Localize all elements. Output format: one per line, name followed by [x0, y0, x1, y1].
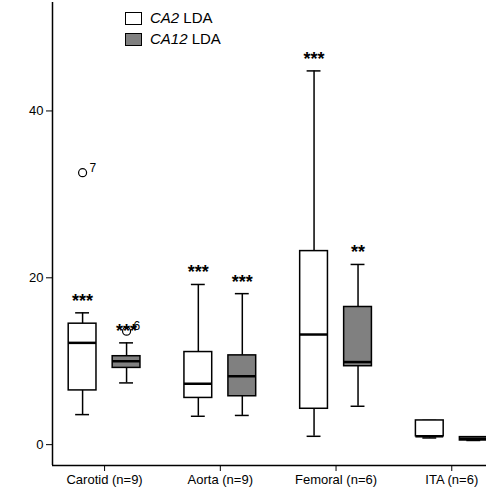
- svg-text:***: ***: [72, 291, 93, 311]
- html-text:CA12 LDA: CA12 LDA: [150, 30, 221, 47]
- svg-text:Aorta (n=9): Aorta (n=9): [188, 472, 253, 487]
- svg-text:20: 20: [29, 270, 43, 285]
- svg-text:ITA (n=6): ITA (n=6): [425, 472, 478, 487]
- svg-text:***: ***: [188, 262, 209, 282]
- svg-text:Femoral (n=6): Femoral (n=6): [295, 472, 377, 487]
- svg-text:***: ***: [116, 321, 137, 341]
- svg-text:Carotid (n=9): Carotid (n=9): [66, 472, 142, 487]
- svg-text:***: ***: [304, 49, 325, 69]
- svg-text:40: 40: [29, 103, 43, 118]
- svg-text:***: ***: [232, 272, 253, 292]
- svg-text:**: **: [351, 242, 365, 262]
- html-text:CA2 LDA: CA2 LDA: [150, 9, 213, 26]
- svg-text:0: 0: [36, 437, 43, 452]
- svg-text:7: 7: [90, 161, 97, 175]
